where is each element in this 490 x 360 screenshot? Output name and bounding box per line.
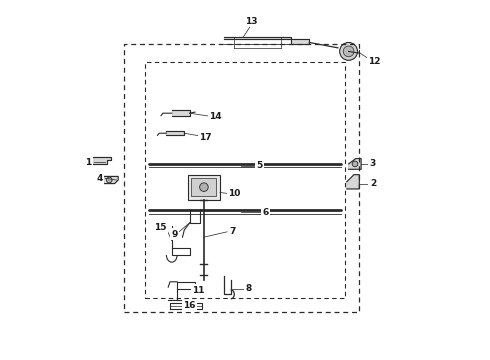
- Circle shape: [199, 183, 208, 192]
- Polygon shape: [223, 37, 309, 44]
- Circle shape: [352, 161, 358, 167]
- Text: 6: 6: [263, 208, 269, 217]
- Bar: [192, 178, 217, 196]
- Polygon shape: [348, 158, 361, 169]
- Circle shape: [106, 177, 112, 183]
- Text: 17: 17: [199, 132, 212, 141]
- Text: 15: 15: [154, 222, 167, 231]
- Text: 4: 4: [96, 175, 102, 184]
- Polygon shape: [172, 111, 190, 116]
- Circle shape: [340, 42, 358, 60]
- Circle shape: [343, 46, 354, 57]
- Polygon shape: [347, 175, 359, 189]
- Polygon shape: [100, 176, 118, 184]
- Text: 14: 14: [209, 112, 222, 121]
- Text: 2: 2: [370, 179, 376, 188]
- Text: 9: 9: [171, 230, 177, 239]
- Text: 13: 13: [245, 17, 258, 26]
- Text: 11: 11: [192, 285, 205, 294]
- Text: 1: 1: [85, 158, 92, 167]
- Text: 10: 10: [228, 189, 241, 198]
- Text: 3: 3: [370, 159, 376, 168]
- Text: 8: 8: [245, 284, 252, 293]
- Polygon shape: [93, 157, 111, 164]
- Text: 5: 5: [256, 161, 263, 170]
- Polygon shape: [167, 131, 184, 135]
- Bar: [188, 175, 220, 200]
- Text: 7: 7: [229, 227, 236, 236]
- Text: 16: 16: [183, 301, 196, 310]
- Text: 12: 12: [368, 57, 381, 66]
